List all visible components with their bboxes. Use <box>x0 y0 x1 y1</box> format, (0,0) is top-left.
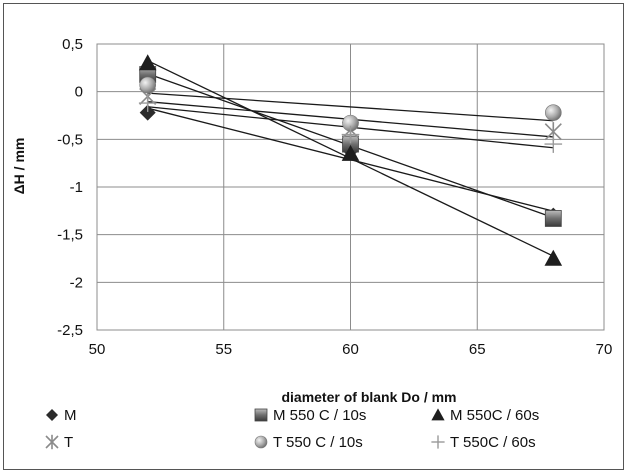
legend-item-3: T <box>45 434 73 451</box>
legend-item-0: M <box>46 407 77 424</box>
y-tick-label: -2,5 <box>57 322 83 339</box>
y-tick-label: -1 <box>70 179 83 196</box>
y-tick-label: 0,5 <box>62 36 83 53</box>
legend-item-4: T 550 C / 10s <box>254 434 363 451</box>
chart-frame: 0,5 0 -0,5 -1 -1,5 -2 -2,5 50 55 60 65 70 ΔH / mm … <box>3 3 624 470</box>
x-tick-labels: 50 55 60 65 70 <box>89 341 613 358</box>
legend-label-0: M <box>64 407 77 424</box>
legend: M M 550 C / 10s M 550C / 60s T T 550 C / 10s… <box>45 407 539 451</box>
x-tick-label: 50 <box>89 341 106 358</box>
y-tick-label: -2 <box>70 274 83 291</box>
legend-marker-4 <box>254 435 268 449</box>
marker-series-4-point-0 <box>139 76 156 94</box>
legend-item-1: M 550 C / 10s <box>254 407 366 424</box>
x-tick-label: 60 <box>342 341 359 358</box>
legend-marker-5 <box>431 435 445 449</box>
legend-item-5: T 550C / 60s <box>431 434 536 451</box>
legend-label-2: M 550C / 60s <box>450 407 539 424</box>
x-tick-label: 65 <box>469 341 486 358</box>
gridlines <box>96 43 605 331</box>
x-tick-label: 55 <box>215 341 232 358</box>
marker-series-5-point-0 <box>138 94 157 112</box>
legend-item-2: M 550C / 60s <box>431 407 539 424</box>
marker-series-1-point-2 <box>544 210 562 227</box>
marker-series-4-point-2 <box>544 104 562 121</box>
legend-label-3: T <box>64 434 73 451</box>
legend-label-4: T 550 C / 10s <box>273 434 363 451</box>
x-tick-label: 70 <box>596 341 613 358</box>
marker-series-5-point-2 <box>544 135 563 153</box>
legend-label-5: T 550C / 60s <box>450 434 536 451</box>
y-tick-label: 0 <box>75 84 83 101</box>
legend-marker-0 <box>46 409 58 421</box>
x-axis-title: diameter of blank Do / mm <box>281 389 456 405</box>
marker-series-2-point-2 <box>544 249 563 266</box>
trendline-series-4 <box>147 92 554 122</box>
legend-marker-2 <box>431 408 445 421</box>
marker-series-2-point-1 <box>341 144 360 161</box>
chart-svg: 0,50-0,5-1-1,5-2-2,5 50 55 60 65 70 ΔH / mm … <box>11 36 613 451</box>
y-tick-label: -1,5 <box>57 227 83 244</box>
marker-series-5-point-1 <box>341 125 360 144</box>
legend-marker-3 <box>45 434 59 450</box>
y-tick-labels: 0,5 0 -0,5 -1 -1,5 -2 -2,5 <box>57 36 83 339</box>
data-markers <box>138 54 563 266</box>
marker-series-2-point-0 <box>138 54 157 71</box>
legend-marker-1 <box>254 408 268 422</box>
marker-series-0-point-0 <box>139 104 156 121</box>
y-tick-label: -0,5 <box>57 131 83 148</box>
legend-label-1: M 550 C / 10s <box>273 407 366 424</box>
y-axis-title: ΔH / mm <box>11 138 27 195</box>
